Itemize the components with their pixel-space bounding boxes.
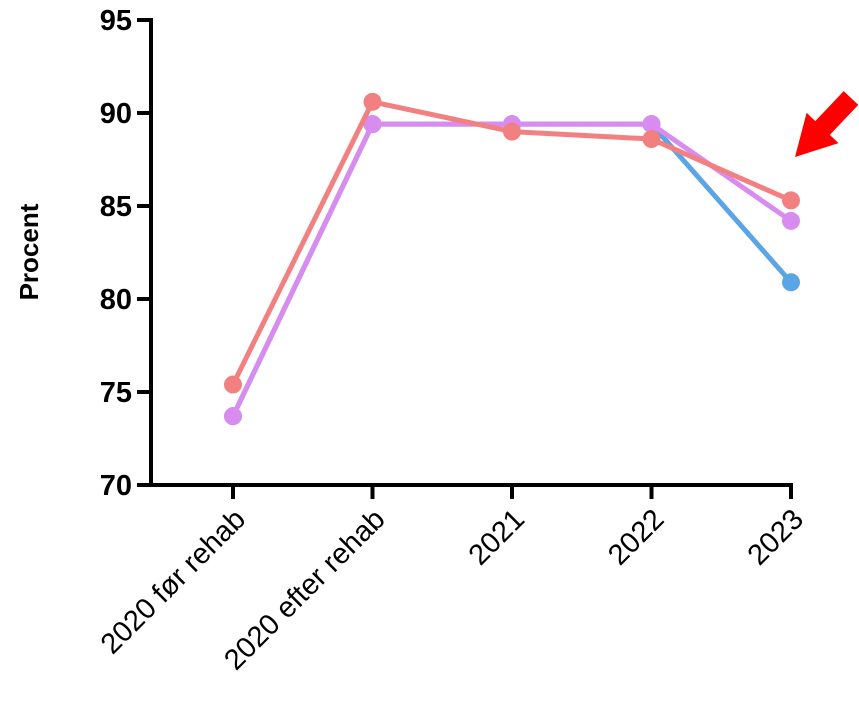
y-tick-label: 85 <box>100 191 132 223</box>
data-point <box>782 191 800 210</box>
series-2 <box>224 115 800 426</box>
y-axis-label: Procent <box>14 203 44 300</box>
x-tick-label: 2022 <box>602 503 670 571</box>
series-line <box>230 121 794 419</box>
y-tick-label: 90 <box>100 98 132 130</box>
data-point <box>782 211 800 230</box>
y-tick-label: 95 <box>100 5 132 37</box>
y-tick-label: 80 <box>100 284 132 316</box>
red-arrow-icon <box>795 91 859 157</box>
y-tick-label: 70 <box>100 470 132 502</box>
x-tick-label: 2021 <box>463 503 531 571</box>
data-point <box>642 130 661 149</box>
data-point <box>224 375 242 394</box>
data-point <box>224 407 242 426</box>
x-tick-label: 2020 før rehab <box>95 503 252 660</box>
data-point <box>363 92 382 111</box>
series-layer <box>224 92 800 426</box>
series-line <box>230 121 794 419</box>
series-3 <box>224 92 800 394</box>
series-1 <box>224 115 800 426</box>
data-point <box>782 273 800 292</box>
y-tick-label: 75 <box>100 377 132 409</box>
x-tick-label: 2023 <box>742 503 810 571</box>
annotation-layer <box>795 91 859 157</box>
data-point <box>363 115 382 134</box>
data-point <box>642 115 661 134</box>
data-point <box>503 122 521 141</box>
